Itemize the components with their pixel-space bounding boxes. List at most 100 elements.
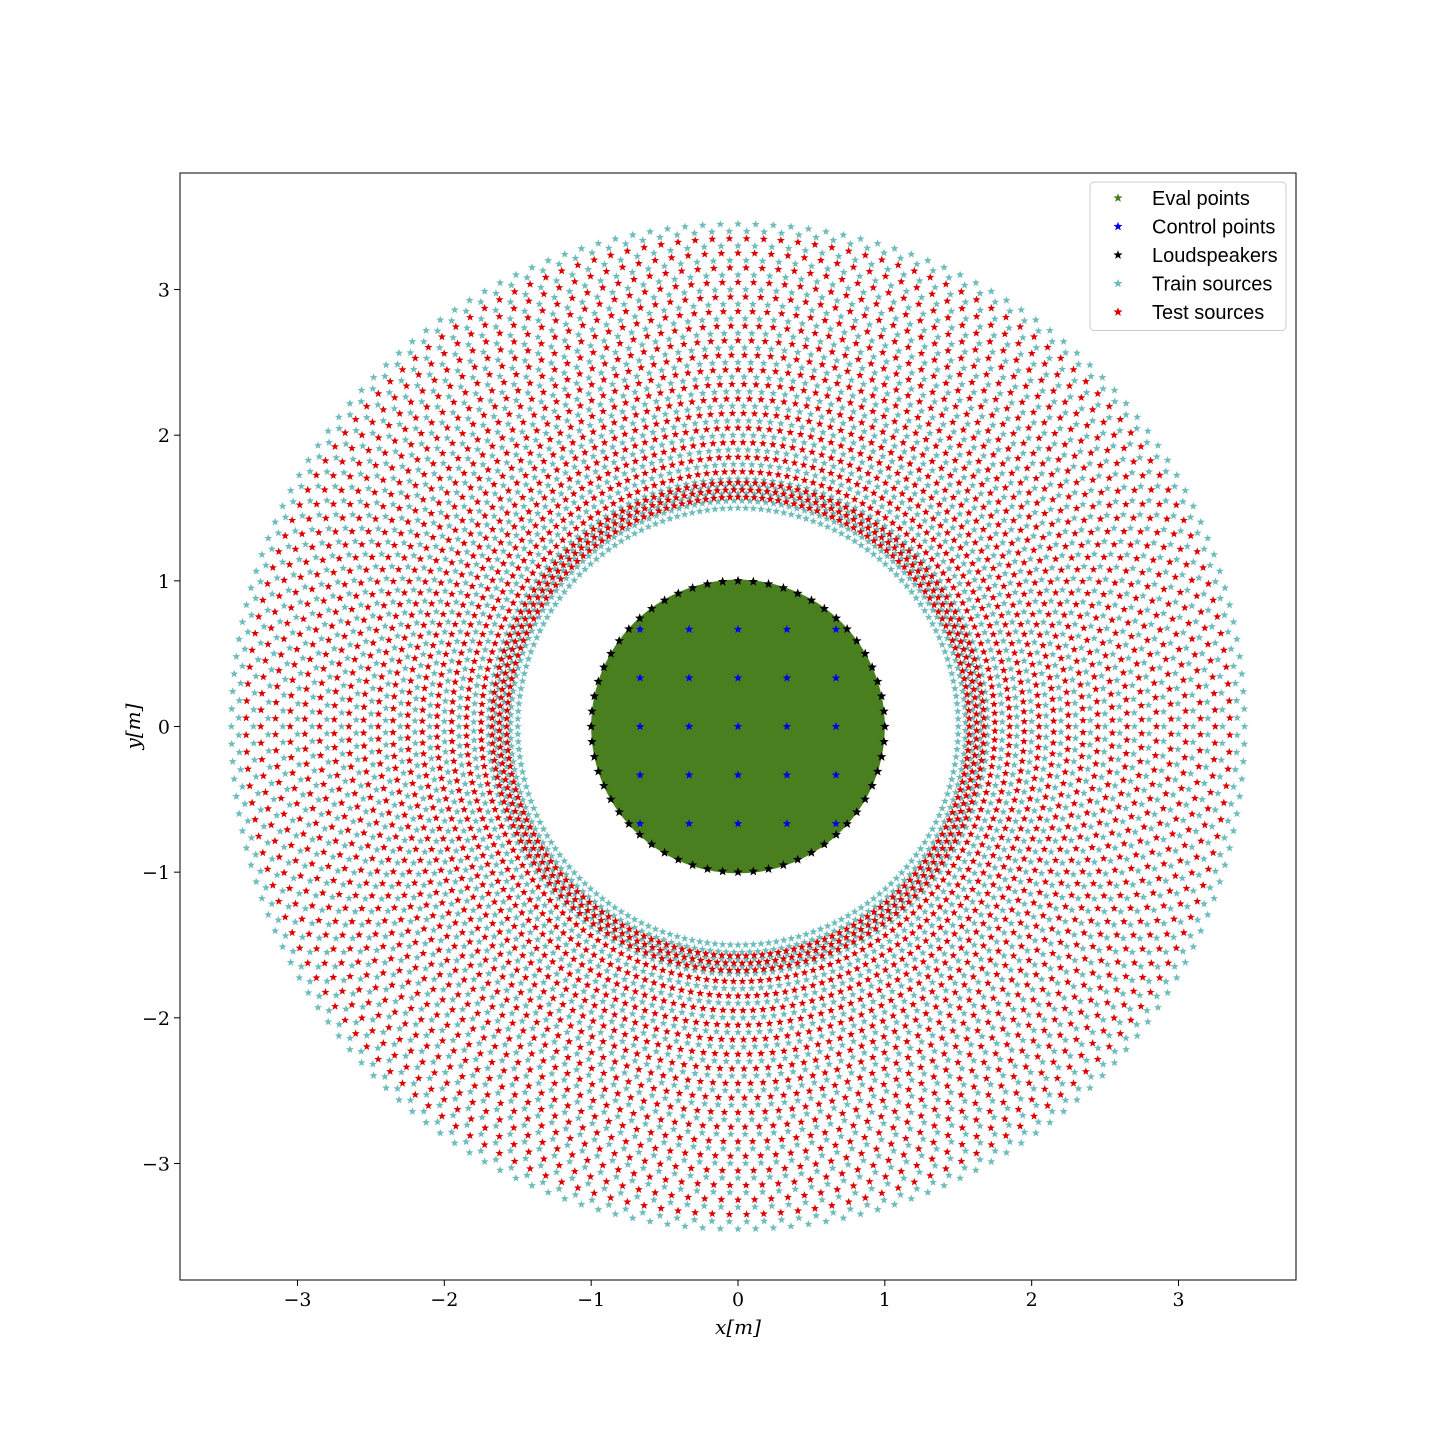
train-source-point (331, 482, 340, 490)
train-source-point (413, 381, 422, 390)
train-source-point (801, 379, 810, 387)
train-source-point (373, 471, 382, 480)
train-source-point (693, 1186, 702, 1195)
train-source-point (948, 627, 957, 636)
train-source-point (539, 619, 548, 628)
train-source-point (1103, 484, 1112, 492)
train-source-point (924, 831, 933, 840)
test-source-point (942, 607, 951, 616)
train-source-point (1042, 711, 1051, 720)
train-source-point (444, 498, 453, 506)
train-source-point (568, 898, 577, 906)
train-source-point (491, 489, 500, 498)
train-source-point (1106, 807, 1114, 816)
train-source-point (380, 1072, 389, 1081)
train-source-point (1232, 635, 1241, 643)
train-source-point (828, 967, 837, 975)
train-source-point (709, 490, 718, 499)
test-source-point (938, 600, 947, 608)
train-source-point (809, 516, 818, 525)
train-source-point (449, 408, 458, 416)
train-source-point (999, 1014, 1008, 1023)
train-source-point (603, 477, 612, 486)
train-source-point (516, 978, 525, 987)
train-source-point (447, 1127, 456, 1136)
train-source-point (347, 483, 356, 491)
train-source-point (397, 1068, 406, 1076)
train-source-point (757, 1056, 766, 1065)
train-source-point (828, 1028, 837, 1037)
train-source-point (508, 1080, 517, 1089)
train-source-point (617, 907, 626, 916)
train-source-point (252, 877, 261, 886)
test-source-point (729, 958, 738, 967)
train-source-point (547, 606, 556, 615)
train-source-point (514, 699, 523, 708)
train-source-point (777, 228, 786, 237)
test-source-point (721, 485, 730, 494)
train-source-point (527, 797, 536, 805)
train-source-point (566, 538, 575, 546)
test-source-point (967, 797, 976, 806)
train-source-point (550, 1151, 559, 1159)
train-source-point (608, 380, 617, 388)
train-source-point (597, 1075, 606, 1084)
train-source-point (432, 607, 441, 616)
test-source-point (951, 607, 960, 616)
train-source-point (382, 1083, 391, 1092)
train-source-point (304, 820, 313, 829)
train-source-point (522, 591, 531, 599)
train-source-point (976, 726, 985, 735)
train-source-point (351, 907, 360, 916)
train-source-point (1145, 565, 1154, 574)
train-source-point (926, 942, 935, 950)
train-source-point (793, 348, 802, 356)
train-source-point (878, 538, 887, 547)
train-source-point (579, 457, 588, 465)
train-source-point (252, 772, 261, 781)
train-source-point (308, 737, 317, 745)
train-source-point (441, 889, 450, 898)
train-source-point (368, 1015, 377, 1024)
train-source-point (483, 1064, 492, 1072)
train-source-point (574, 931, 583, 940)
train-source-point (748, 1144, 757, 1153)
train-source-point (629, 403, 638, 412)
test-source-point (973, 813, 982, 822)
train-source-point (454, 534, 462, 543)
train-source-point (271, 517, 280, 526)
test-source-point (964, 783, 973, 792)
train-source-point (999, 807, 1008, 816)
train-source-point (839, 1176, 848, 1185)
train-source-point (600, 1184, 609, 1192)
train-source-point (352, 830, 361, 839)
train-source-point (404, 597, 413, 605)
train-source-point (467, 845, 476, 854)
train-source-point (508, 971, 516, 979)
train-source-point (476, 781, 485, 789)
train-source-point (945, 1171, 953, 1179)
train-source-point (944, 1055, 953, 1064)
train-source-point (461, 578, 470, 587)
train-source-point (551, 879, 560, 888)
train-source-point (492, 701, 501, 709)
test-source-point (922, 528, 931, 537)
train-source-point (954, 838, 963, 847)
train-source-point (790, 948, 799, 957)
train-source-point (577, 244, 586, 252)
train-source-point (879, 1195, 888, 1204)
train-source-point (712, 1129, 721, 1138)
train-source-point (463, 789, 472, 797)
train-source-point (881, 341, 890, 350)
test-source-point (969, 685, 978, 693)
train-source-point (540, 577, 549, 586)
train-source-point (1008, 674, 1017, 682)
train-source-point (565, 960, 574, 969)
test-source-point (585, 546, 594, 555)
train-source-point (645, 309, 654, 317)
train-source-point (436, 1128, 445, 1137)
test-source-point (658, 478, 667, 487)
train-source-point (652, 511, 661, 520)
train-source-point (544, 481, 553, 489)
train-source-point (961, 297, 970, 306)
